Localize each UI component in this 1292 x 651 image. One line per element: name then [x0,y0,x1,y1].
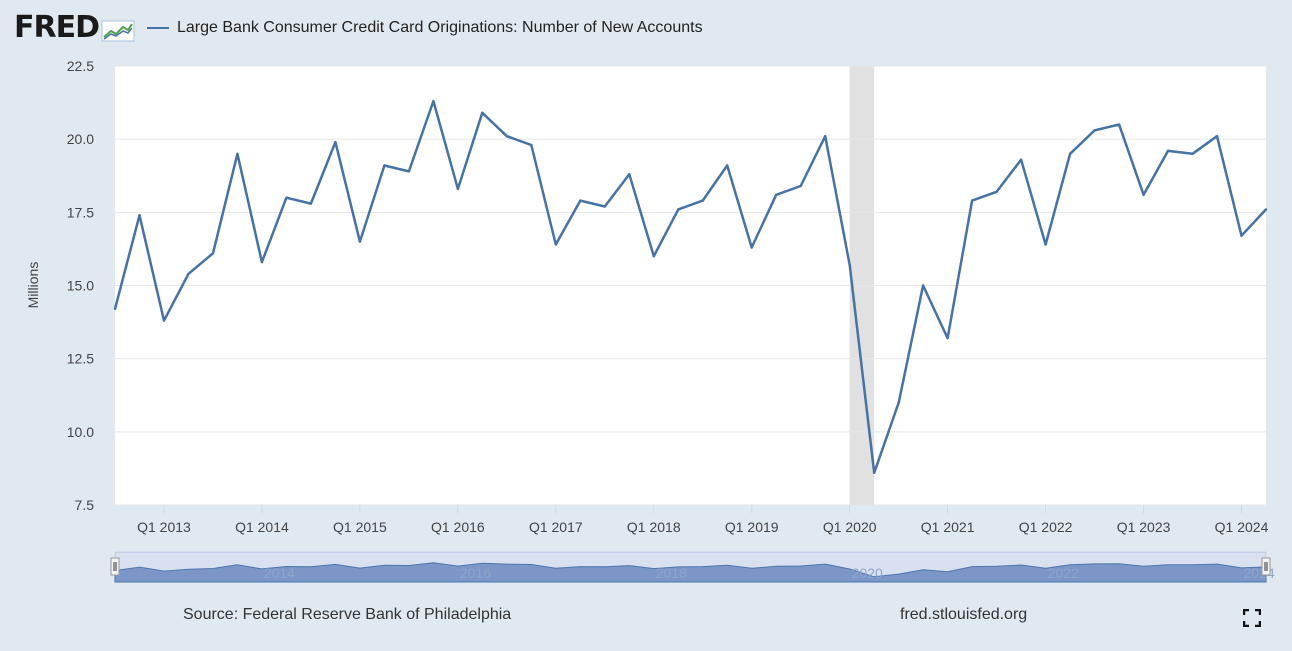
x-tick-label: Q1 2018 [627,519,681,535]
navigator-series-area [114,562,1267,583]
data-point [1068,152,1072,155]
data-point [1215,135,1219,138]
navigator-year-label: 2016 [460,565,491,581]
data-point [260,260,264,264]
data-point [726,164,729,167]
navigator-year-label: 2014 [264,565,295,581]
data-point [1117,123,1121,126]
navigator-year-label: 2020 [852,565,883,581]
data-point [775,193,778,196]
data-point [1142,193,1145,196]
y-axis-ticks: 22.5 20.0 17.5 15.0 12.5 10.0 7.5 [67,58,94,513]
data-point [701,199,704,202]
data-point [211,252,215,255]
data-point [113,307,117,311]
data-point [236,152,239,155]
y-tick-label: 22.5 [67,58,94,74]
data-point [358,240,362,243]
data-point [456,187,460,191]
data-point [554,243,558,246]
data-point [187,272,190,275]
data-point [285,196,288,199]
y-tick-label: 17.5 [67,204,94,220]
x-tick-label: Q1 2015 [333,519,387,535]
navigator[interactable]: 2014 2016 2018 2020 2022 2024 [110,551,1275,583]
data-point [750,246,753,249]
data-point [1191,152,1194,155]
data-point [1044,243,1047,246]
data-point [1093,129,1096,132]
x-tick-label: Q1 2013 [137,519,191,535]
x-tick-label: Q1 2019 [725,519,779,535]
handle-body [110,557,120,576]
data-point [677,208,680,211]
x-tick-label: Q1 2023 [1117,519,1171,535]
x-tick-label: Q1 2016 [431,519,485,535]
data-point [1019,158,1023,161]
data-point [138,214,141,217]
data-point [946,336,949,340]
data-point [432,99,435,103]
data-point [799,184,802,188]
navigator-year-label: 2022 [1048,565,1079,581]
data-point [872,471,876,475]
fullscreen-icon[interactable] [1243,609,1261,627]
x-tick-label: Q1 2022 [1019,519,1073,535]
legend-line-swatch [147,27,169,29]
data-point [162,319,166,322]
x-tick-label: Q1 2014 [235,519,289,535]
x-tick-label: Q1 2021 [921,519,975,535]
data-point [481,111,484,115]
y-tick-label: 12.5 [67,351,94,367]
y-tick-label: 10.0 [67,424,94,440]
handle-body [1261,557,1271,576]
data-point [407,170,411,173]
data-point [1166,149,1170,153]
fred-logo-graph-icon [101,20,135,42]
data-point [603,205,606,208]
source-note: Source: Federal Reserve Bank of Philadel… [183,606,512,623]
data-point [1264,208,1268,211]
data-point [334,140,337,144]
data-point [505,135,509,138]
data-point [652,255,655,258]
legend-series-title: Large Bank Consumer Credit Card Originat… [177,19,703,36]
x-axis-ticks: Q1 2013 Q1 2014 Q1 2015 Q1 2016 Q1 2017 Q1 20… [137,505,1269,535]
y-tick-label: 20.0 [67,131,94,147]
series-line [113,99,1267,475]
x-tick-label: Q1 2017 [529,519,583,535]
data-point [579,199,582,202]
data-point [995,190,998,194]
navigator-left-handle[interactable] [110,557,120,576]
data-point [897,401,900,404]
data-point [970,199,974,202]
data-point [383,164,386,167]
fred-logo[interactable]: FRED [14,10,100,45]
grid-layer [115,65,1266,506]
chart-header: FRED Large Bank Consumer Credit Card Ori… [14,8,703,48]
y-tick-label: 7.5 [75,497,95,513]
data-point [823,135,827,138]
chart-legend[interactable]: Large Bank Consumer Credit Card Originat… [147,19,703,37]
navigator-year-label: 2018 [656,565,687,581]
navigator-right-handle[interactable] [1261,557,1271,576]
data-point [921,284,925,287]
data-point [1240,234,1243,237]
x-tick-label: Q1 2024 [1215,519,1269,535]
data-point [309,202,313,205]
series-layer [113,99,1268,475]
data-point [530,143,533,147]
x-tick-label: Q1 2020 [823,519,877,535]
site-link[interactable]: fred.stlouisfed.org [900,606,1028,623]
navigator-selection-mask [115,552,1266,582]
y-tick-label: 15.0 [67,278,94,294]
data-point [628,173,631,176]
data-point [848,263,851,267]
